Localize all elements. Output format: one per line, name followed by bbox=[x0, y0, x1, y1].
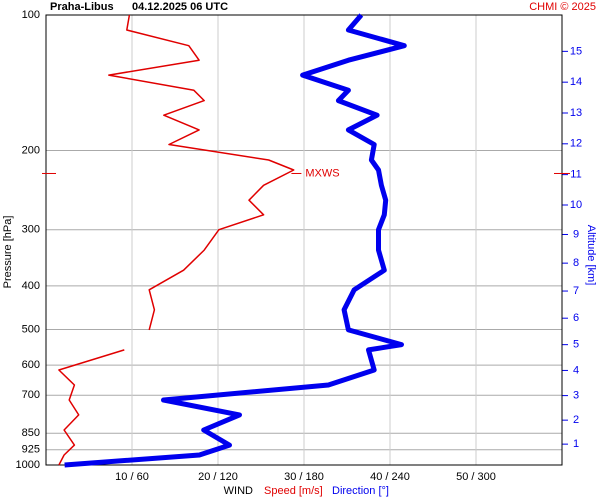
y-tick-label: 925 bbox=[22, 444, 40, 456]
y-tick-label: 300 bbox=[22, 224, 40, 236]
y2-tick-label: 1 bbox=[573, 438, 579, 450]
y2-tick-label: 13 bbox=[570, 107, 582, 119]
x-axis-label: WIND bbox=[224, 485, 253, 497]
y2-tick-label: 9 bbox=[573, 228, 579, 240]
y2-tick-label: 8 bbox=[573, 257, 579, 269]
y2-tick-label: 3 bbox=[573, 390, 579, 402]
y2-tick-label: 5 bbox=[573, 339, 579, 351]
y-axis-label: Pressure [hPa] bbox=[2, 216, 14, 289]
y2-tick-label: 11 bbox=[570, 169, 581, 181]
credit: CHMI © 2025 bbox=[529, 1, 596, 13]
x-tick-label: 10 / 60 bbox=[115, 471, 149, 483]
y2-tick-label: 7 bbox=[573, 285, 579, 297]
profile-line bbox=[58, 14, 295, 466]
y2-tick-label: 14 bbox=[570, 76, 582, 88]
y-tick-label: 850 bbox=[22, 427, 40, 439]
y2-tick-label: 15 bbox=[570, 45, 582, 57]
y-tick-label: 500 bbox=[22, 323, 40, 335]
x-tick-label: 40 / 240 bbox=[370, 471, 410, 483]
y-tick-label: 600 bbox=[22, 359, 40, 371]
profile-line bbox=[64, 13, 407, 468]
time: 04.12.2025 06 UTC bbox=[132, 1, 228, 13]
station: Praha-Libus bbox=[50, 1, 114, 13]
y-tick-label: 100 bbox=[22, 9, 40, 21]
x-tick-label: 50 / 300 bbox=[456, 471, 496, 483]
y2-tick-label: 2 bbox=[573, 414, 579, 426]
legend-direction: Direction [°] bbox=[332, 485, 389, 497]
x-tick-label: 20 / 120 bbox=[198, 471, 238, 483]
legend-speed: Speed [m/s] bbox=[264, 485, 323, 497]
plot-frame bbox=[45, 14, 563, 466]
y2-tick-label: 10 bbox=[570, 199, 582, 211]
x-tick-label: 30 / 180 bbox=[284, 471, 324, 483]
y2-axis-label: Altitude [km] bbox=[585, 225, 597, 286]
max-wind-label: MXWS bbox=[305, 167, 339, 179]
y2-tick-label: 6 bbox=[573, 312, 579, 324]
y-tick-label: 1000 bbox=[16, 459, 40, 471]
y2-tick-label: 4 bbox=[573, 364, 579, 376]
y-tick-label: 700 bbox=[22, 389, 40, 401]
y-tick-label: 200 bbox=[22, 144, 40, 156]
y-tick-label: 400 bbox=[22, 280, 40, 292]
y2-tick-label: 12 bbox=[570, 138, 582, 150]
